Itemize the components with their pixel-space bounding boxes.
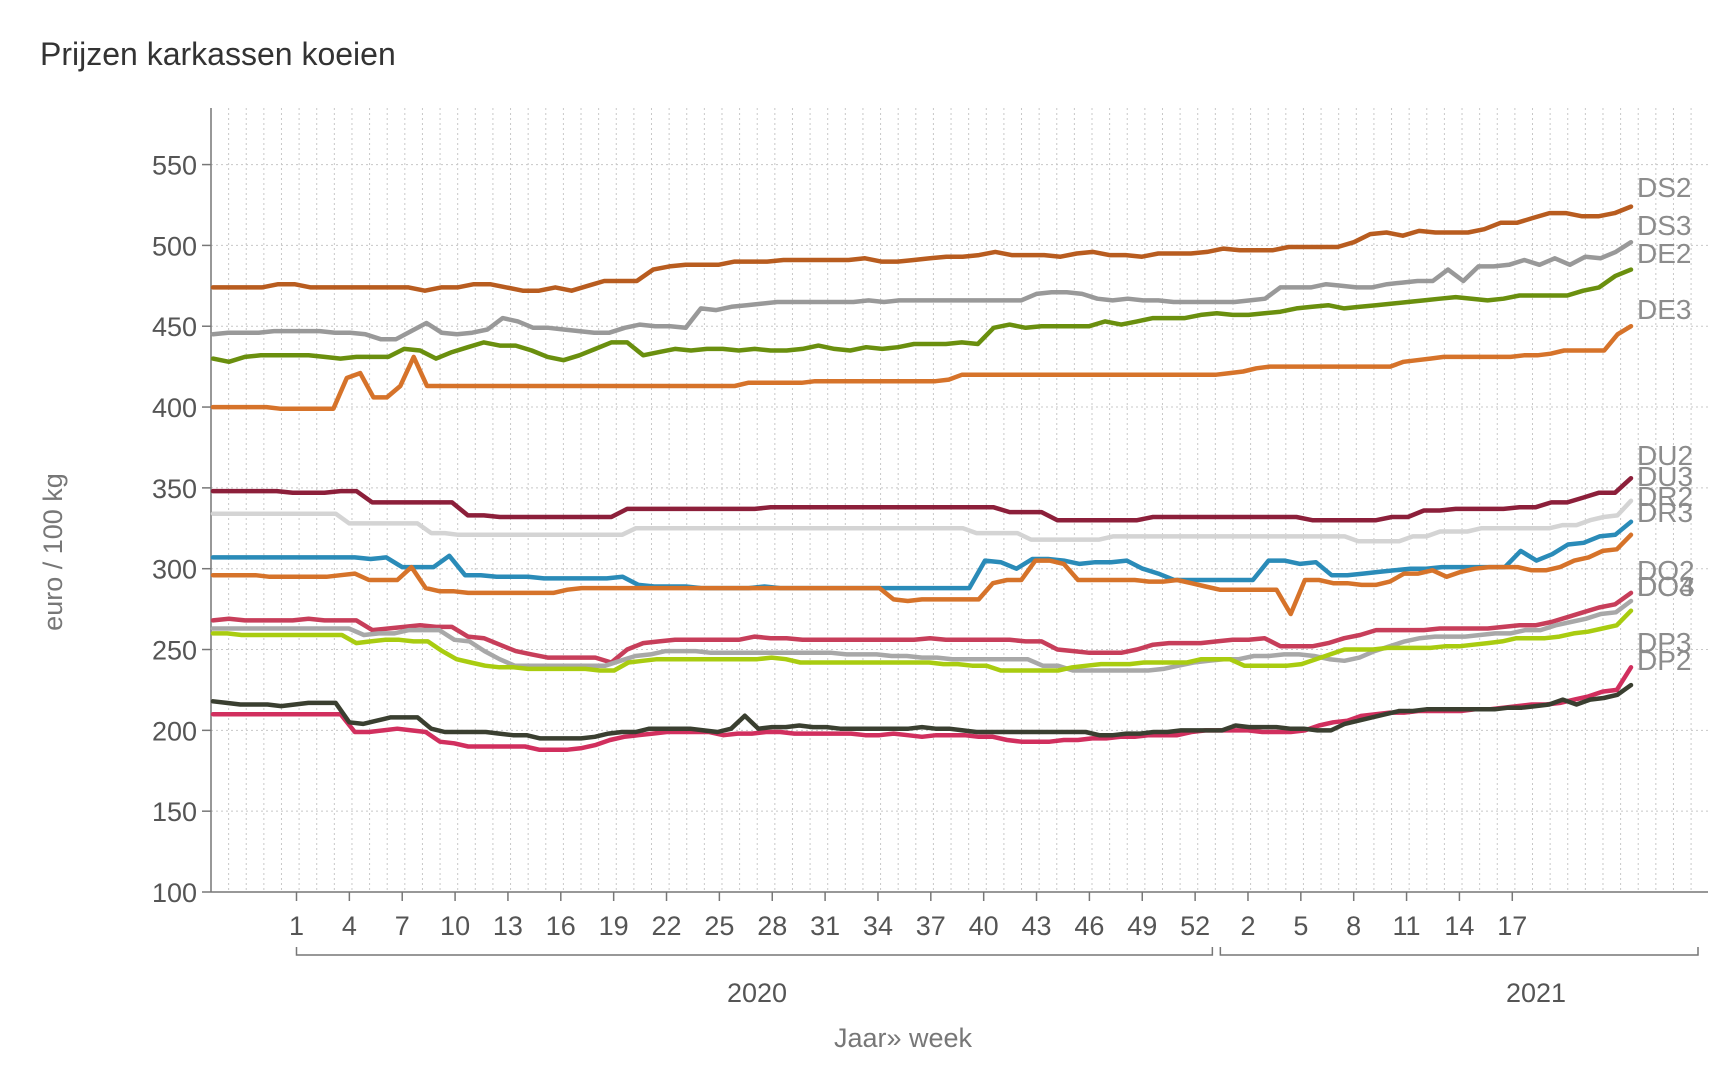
x-tick-label: 1 xyxy=(289,911,304,941)
chart-title: Prijzen karkassen koeien xyxy=(40,36,396,72)
series-label-dr2: DR2 xyxy=(1637,481,1693,512)
x-tick-label: 19 xyxy=(599,911,629,941)
x-tick-label: 34 xyxy=(863,911,893,941)
x-tick-label: 8 xyxy=(1346,911,1361,941)
x-group-label: 2020 xyxy=(727,978,787,1008)
x-group-bracket xyxy=(295,947,1214,956)
series-label-ds2: DS2 xyxy=(1637,172,1691,203)
series-line-ds2 xyxy=(210,204,1634,293)
y-tick-label: 450 xyxy=(152,312,197,342)
series-label-dr3: DR3 xyxy=(1637,497,1693,528)
x-tick-label: 28 xyxy=(757,911,787,941)
x-tick-label: 7 xyxy=(395,911,410,941)
series-label-do3: DO3 xyxy=(1637,571,1695,602)
x-group-labels: 2020 2021 xyxy=(295,947,1699,1008)
x-tick-label: 43 xyxy=(1022,911,1052,941)
x-tick-label: 4 xyxy=(342,911,357,941)
series-line-du3 xyxy=(210,498,1634,544)
series-line-du2 xyxy=(210,475,1634,523)
y-tick-label: 150 xyxy=(152,797,197,827)
x-tick-labels: 1 4 7 10 13 16 19 22 25 28 31 34 37 40 43 46 49 52 2 5 8 11 14… xyxy=(289,911,1527,941)
y-tick-labels: 100 150 200 250 300 350 400 450 500 550 xyxy=(152,151,197,908)
x-tick-label: 2 xyxy=(1240,911,1255,941)
series-label-do2: DO2 xyxy=(1637,555,1695,586)
x-tick-label: 17 xyxy=(1497,911,1527,941)
axes xyxy=(202,108,1708,901)
series-label-dp3: DP3 xyxy=(1637,627,1691,658)
y-tick-label: 200 xyxy=(152,716,197,746)
series-line-dp2 xyxy=(210,682,1634,741)
y-axis-title: euro / 100 kg xyxy=(38,473,68,631)
y-tick-label: 350 xyxy=(152,474,197,504)
x-tick-label: 22 xyxy=(651,911,681,941)
x-tick-label: 11 xyxy=(1393,911,1421,941)
series-lines xyxy=(210,204,1634,752)
x-tick-label: 40 xyxy=(969,911,999,941)
y-tick-label: 100 xyxy=(152,878,197,908)
x-tick-label: 13 xyxy=(493,911,523,941)
series-label-dp2: DP2 xyxy=(1637,645,1691,676)
x-tick-label: 10 xyxy=(440,911,470,941)
series-label-de2: DE2 xyxy=(1637,238,1691,269)
x-tick-label: 46 xyxy=(1074,911,1104,941)
series-label-du2: DU2 xyxy=(1637,440,1693,471)
series-line-ds3 xyxy=(210,239,1634,342)
series-label-ds3: DS3 xyxy=(1637,210,1691,241)
y-tick-label: 500 xyxy=(152,231,197,261)
x-tick-label: 49 xyxy=(1127,911,1157,941)
series-label-de3: DE3 xyxy=(1637,294,1691,325)
x-tick-label: 16 xyxy=(546,911,576,941)
y-tick-label: 250 xyxy=(152,636,197,666)
x-tick-label: 37 xyxy=(916,911,946,941)
series-line-de2 xyxy=(210,267,1634,365)
series-line-dr3 xyxy=(210,532,1634,617)
y-tick-label: 550 xyxy=(152,151,197,181)
y-tick-label: 300 xyxy=(152,555,197,585)
x-tick-label: 14 xyxy=(1444,911,1474,941)
x-group-label: 2021 xyxy=(1506,978,1566,1008)
series-line-de3 xyxy=(210,323,1634,411)
x-tick-label: 25 xyxy=(704,911,734,941)
series-line-do4 xyxy=(210,598,1634,673)
series-line-do3 xyxy=(210,608,1634,673)
x-tick-label: 52 xyxy=(1180,911,1210,941)
x-group-bracket xyxy=(1219,947,1699,956)
series-label-du3: DU3 xyxy=(1637,461,1693,492)
grid xyxy=(211,108,1708,893)
series-label-do4: DO4 xyxy=(1637,571,1695,602)
x-tick-label: 5 xyxy=(1293,911,1308,941)
y-tick-label: 400 xyxy=(152,393,197,423)
x-axis-title: Jaar» week xyxy=(834,1023,973,1053)
x-tick-label: 31 xyxy=(810,911,840,941)
series-line-dr2 xyxy=(210,519,1634,591)
series-line-do2 xyxy=(210,590,1634,665)
